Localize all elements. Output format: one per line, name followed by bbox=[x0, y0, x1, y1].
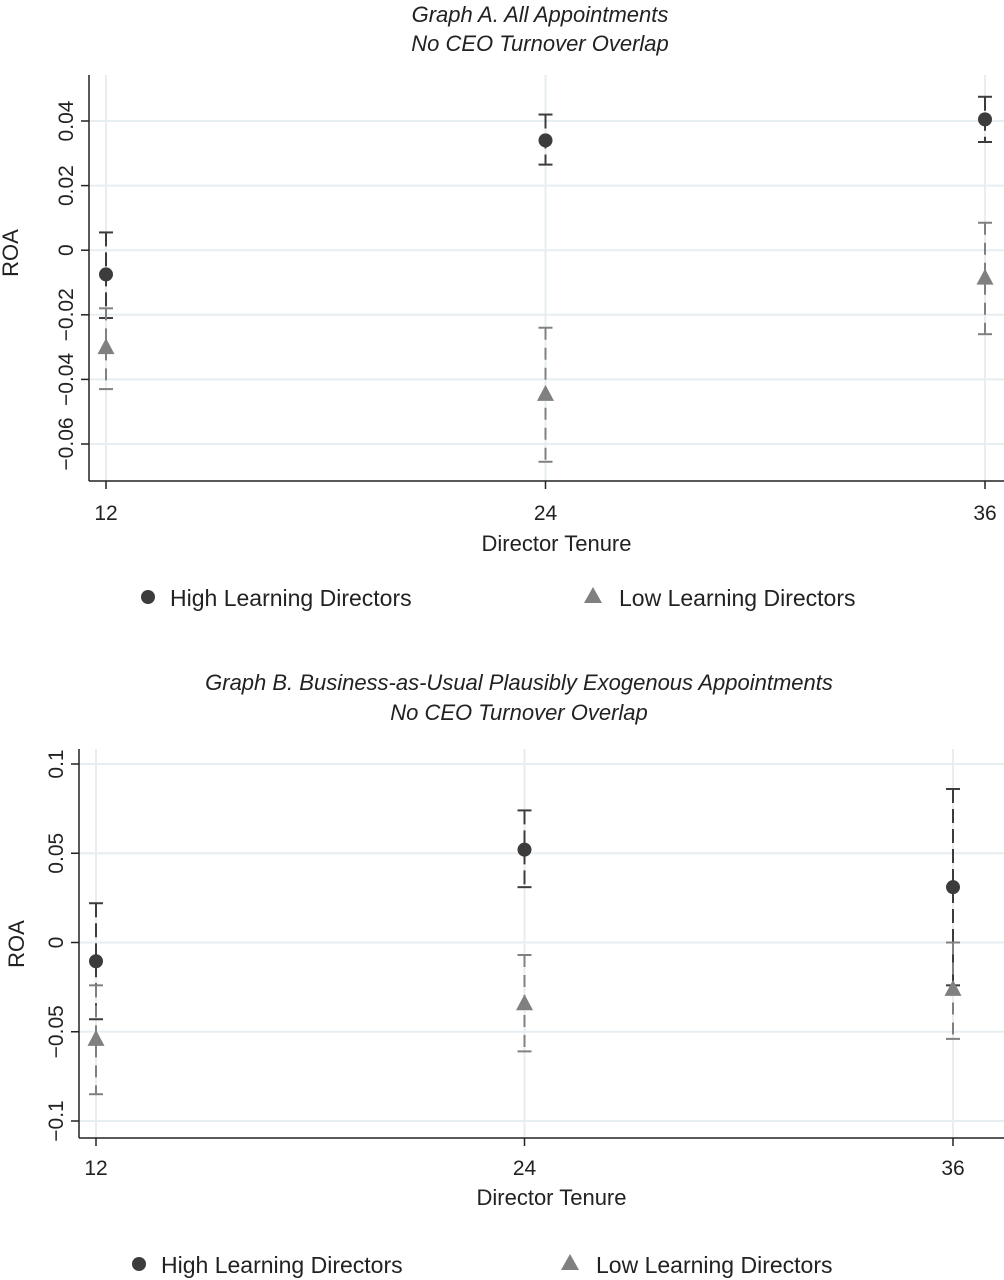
series-low bbox=[97, 221, 994, 463]
data-point bbox=[538, 133, 553, 148]
y-tick-label: 0.05 bbox=[45, 833, 68, 874]
data-point bbox=[87, 1029, 105, 1046]
data-point bbox=[517, 842, 532, 857]
chart-subtitle: No CEO Turnover Overlap bbox=[411, 31, 669, 56]
x-tick-label: 24 bbox=[513, 1157, 537, 1180]
legend-label-high: High Learning Directors bbox=[170, 585, 412, 611]
x-tick-label: 24 bbox=[534, 502, 558, 525]
x-tick-label: 36 bbox=[973, 502, 996, 525]
legend-label-low: Low Learning Directors bbox=[619, 585, 856, 611]
y-axis-label: ROA bbox=[0, 229, 23, 277]
series-high bbox=[99, 95, 992, 320]
legend-label-high: High Learning Directors bbox=[161, 1252, 403, 1278]
data-point bbox=[976, 268, 994, 285]
y-axis-label: ROA bbox=[4, 920, 29, 968]
y-tick-label: 0 bbox=[45, 937, 68, 949]
y-tick-label: −0.02 bbox=[55, 288, 78, 341]
data-point bbox=[537, 384, 554, 401]
y-tick-label: 0 bbox=[55, 244, 78, 256]
chart-title: Graph A. All Appointments bbox=[412, 2, 669, 27]
y-tick-label: 0.1 bbox=[45, 749, 68, 778]
y-tick-label: −0.05 bbox=[45, 1005, 68, 1058]
y-tick-label: −0.06 bbox=[55, 417, 78, 470]
data-point bbox=[89, 954, 103, 969]
chart-b: Graph B. Business-as-Usual Plausibly Exo… bbox=[4, 670, 1004, 1278]
x-tick-label: 12 bbox=[84, 1157, 107, 1180]
y-tick-label: 0.02 bbox=[55, 165, 78, 206]
legend: High Learning Directors Low Learning Dire… bbox=[141, 585, 856, 611]
legend-label-low: Low Learning Directors bbox=[596, 1252, 833, 1278]
x-axis-label: Director Tenure bbox=[482, 531, 632, 556]
chart-title: Graph B. Business-as-Usual Plausibly Exo… bbox=[205, 670, 833, 695]
legend-marker-triangle bbox=[584, 587, 602, 603]
x-tick-label: 36 bbox=[941, 1157, 964, 1180]
x-tick-label: 12 bbox=[94, 502, 117, 525]
y-tick-label: 0.04 bbox=[55, 100, 78, 141]
data-point bbox=[978, 112, 992, 127]
data-point bbox=[944, 979, 962, 996]
x-axis-label: Director Tenure bbox=[477, 1185, 627, 1210]
legend-marker-triangle bbox=[561, 1254, 579, 1270]
data-point bbox=[946, 880, 960, 895]
data-point bbox=[97, 338, 115, 355]
y-tick-label: −0.1 bbox=[45, 1100, 68, 1141]
y-tick-label: −0.04 bbox=[55, 353, 78, 406]
chart-subtitle: No CEO Turnover Overlap bbox=[390, 700, 648, 725]
data-point bbox=[516, 994, 533, 1011]
data-point bbox=[99, 267, 113, 282]
legend: High Learning Directors Low Learning Dire… bbox=[132, 1252, 833, 1278]
series-low bbox=[87, 941, 962, 1096]
legend-marker-circle bbox=[132, 1257, 146, 1271]
legend-marker-circle bbox=[141, 590, 155, 604]
chart-a: Graph A. All Appointments No CEO Turnover… bbox=[0, 2, 1004, 611]
